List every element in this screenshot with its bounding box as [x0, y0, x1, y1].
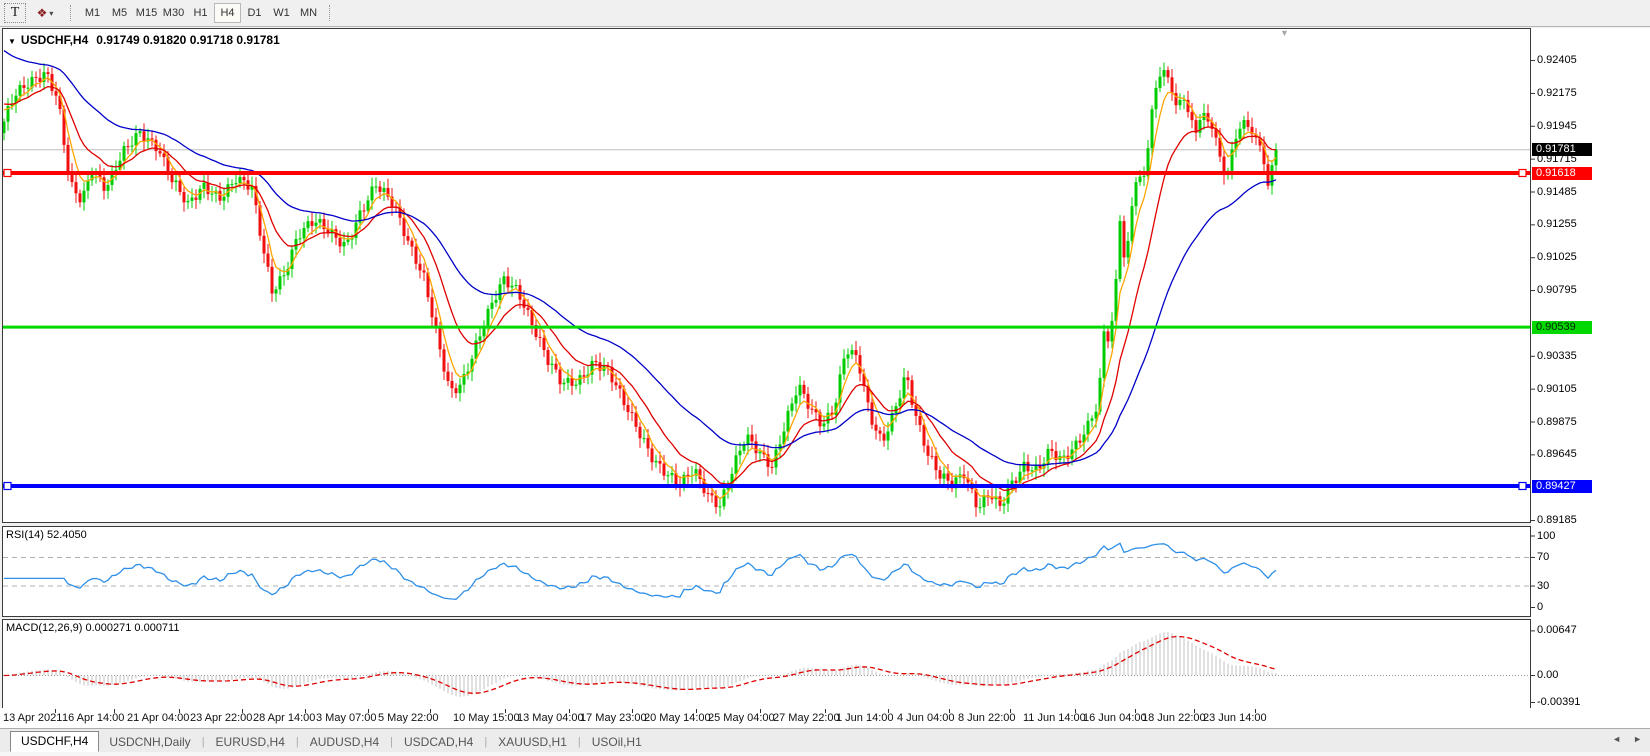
rsi-label: RSI(14) 52.4050 — [6, 529, 87, 541]
tab-separator: | — [577, 736, 581, 748]
macd-panel[interactable] — [2, 619, 1531, 709]
timeframe-button-d1[interactable]: D1 — [241, 3, 268, 23]
arrows-icon: ❖ — [36, 6, 48, 20]
rsi-panel[interactable] — [2, 526, 1531, 617]
toolbar: T ❖ ▾ M1 M5 M15 M30 H1 H4 D1 W1 MN — [0, 0, 1650, 27]
toolbar-separator-2 — [329, 5, 331, 21]
timeframe-button-mn[interactable]: MN — [295, 3, 322, 23]
toolbar-separator — [70, 5, 72, 21]
timeframe-button-m1[interactable]: M1 — [79, 3, 106, 23]
tab-scroll: ◄ ► — [1612, 734, 1642, 744]
symbol-tab-bar: USDCHF,H4 USDCNH,Daily | EURUSD,H4 | AUDUSD,H… — [0, 728, 1650, 752]
symbol-tab-usdchf-h4[interactable]: USDCHF,H4 — [10, 731, 100, 752]
bottom-strip — [0, 752, 1650, 756]
time-axis[interactable] — [0, 708, 1650, 728]
symbol-tab-usoil-h1[interactable]: USOil,H1 — [591, 735, 642, 749]
arrows-tool-button[interactable]: ❖ ▾ — [28, 3, 62, 23]
tab-separator: | — [295, 736, 299, 748]
symbol-tab-usdcad-h4[interactable]: USDCAD,H4 — [403, 735, 474, 749]
chevron-down-icon: ▾ — [49, 8, 54, 18]
tab-separator: | — [201, 736, 205, 748]
chart-menu-icon[interactable]: ▼ — [8, 37, 16, 46]
timeframe-button-m30[interactable]: M30 — [160, 3, 187, 23]
text-tool-button[interactable]: T — [4, 3, 26, 23]
tab-separator: | — [390, 736, 393, 748]
timeframe-button-w1[interactable]: W1 — [268, 3, 295, 23]
timeframe-toolbar: M1 M5 M15 M30 H1 H4 D1 W1 MN — [79, 3, 322, 23]
chart-title: ▼ USDCHF,H4 0.91749 0.91820 0.91718 0.9178… — [8, 33, 280, 47]
timeframe-button-m15[interactable]: M15 — [133, 3, 160, 23]
timeframe-button-h4[interactable]: H4 — [214, 3, 241, 23]
symbol-tab-usdcnh-daily[interactable]: USDCNH,Daily — [109, 735, 191, 749]
symbol-tab-eurusd-h4[interactable]: EURUSD,H4 — [215, 735, 285, 749]
timeframe-button-h1[interactable]: H1 — [187, 3, 214, 23]
symbol-tab-audusd-h4[interactable]: AUDUSD,H4 — [309, 735, 380, 749]
timeframe-button-m5[interactable]: M5 — [106, 3, 133, 23]
main-chart-panel[interactable] — [2, 28, 1531, 523]
price-axis[interactable] — [1531, 28, 1650, 708]
tab-scroll-right-icon[interactable]: ► — [1633, 734, 1642, 744]
chart-symbol: USDCHF,H4 — [20, 33, 89, 47]
tab-separator: | — [484, 736, 488, 748]
chart-ohlc-values: 0.91749 0.91820 0.91718 0.91781 — [96, 33, 280, 47]
chart-shift-icon[interactable]: ▼ — [1280, 28, 1289, 38]
macd-label: MACD(12,26,9) 0.000271 0.000711 — [6, 622, 180, 634]
tab-scroll-left-icon[interactable]: ◄ — [1612, 734, 1622, 744]
symbol-tab-xauusd-h1[interactable]: XAUUSD,H1 — [498, 735, 567, 749]
